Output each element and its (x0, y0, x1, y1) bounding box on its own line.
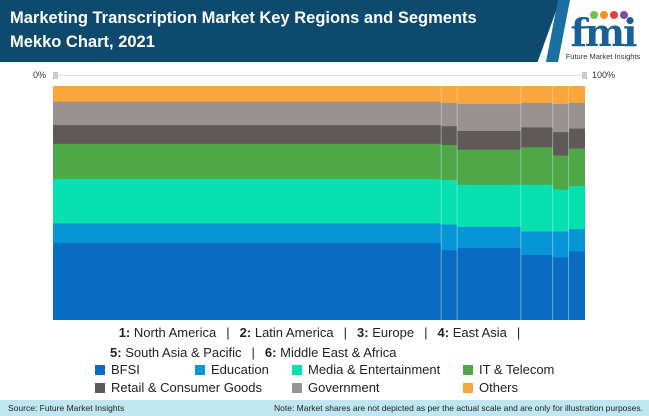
mekko-segment (553, 231, 570, 258)
region-key-3: 3: Europe (357, 325, 415, 340)
mekko-segment (553, 86, 570, 105)
mekko-segment (569, 228, 585, 252)
mekko-segment (569, 128, 585, 149)
mekko-segment (53, 222, 442, 244)
mekko-segment (521, 231, 554, 255)
mekko-segment (569, 185, 585, 230)
chart-title: Marketing Transcription Market Key Regio… (10, 9, 477, 51)
logo-mark: fmi (570, 10, 638, 55)
mekko-segment (553, 256, 570, 320)
mekko-segment (457, 130, 522, 150)
mekko-segment (569, 250, 585, 320)
axis-tick-min (53, 72, 58, 79)
mekko-segment (553, 103, 570, 133)
mekko-segment (553, 188, 570, 232)
mekko-segment (521, 146, 554, 185)
mekko-segment (53, 101, 442, 126)
mekko-segment (521, 86, 554, 103)
mekko-segment (457, 184, 522, 227)
mekko-segment (569, 86, 585, 103)
axis-min-label: 0% (33, 70, 47, 80)
mekko-segment (441, 86, 458, 103)
x-axis: 0% 100% (0, 68, 649, 82)
region-key-1: 1: North America (118, 325, 217, 340)
mekko-segment (441, 144, 458, 181)
note-text: Note: Market shares are not depicted as … (273, 403, 643, 413)
mekko-segment (53, 124, 442, 144)
mekko-segment (53, 242, 442, 320)
axis-tick-max (582, 72, 587, 79)
axis-max-label: 100% (592, 70, 616, 80)
mekko-segment (53, 143, 442, 179)
legend-item-it-telecom: IT & Telecom (463, 362, 554, 377)
legend-item-media: Media & Entertainment (292, 362, 440, 377)
logo-subtitle: Future Market Insights (565, 52, 641, 61)
footer: Source: Future Market Insights Note: Mar… (0, 400, 649, 416)
mekko-segment (521, 126, 554, 148)
fmi-logo: fmi Future Market Insights (560, 4, 646, 61)
mekko-segment (569, 148, 585, 186)
mekko-segment (441, 179, 458, 225)
region-key-5: 5: South Asia & Pacific (110, 345, 242, 360)
mekko-segment (457, 149, 522, 185)
legend-item-others: Others (463, 380, 518, 395)
region-key: 1: North America | 2: Latin America | 3: Eur… (110, 325, 521, 360)
mekko-segment (521, 102, 554, 128)
mekko-segment (457, 86, 522, 105)
legend-item-bfsi: BFSI (95, 362, 140, 377)
mekko-segment (553, 131, 570, 156)
axis-line (53, 75, 585, 76)
header-banner (0, 0, 560, 62)
mekko-segment (441, 224, 458, 251)
source-text: Source: Future Market Insights (8, 403, 125, 413)
legend-item-retail: Retail & Consumer Goods (95, 380, 262, 395)
region-key-2: 2: Latin America (239, 325, 334, 340)
mekko-segment (441, 125, 458, 145)
mekko-segment (53, 86, 442, 102)
logo-dots (590, 6, 630, 24)
mekko-segment (569, 102, 585, 129)
header: Marketing Transcription Market Key Regio… (0, 0, 649, 62)
mekko-segment (457, 103, 522, 131)
mekko-chart (53, 86, 585, 320)
mekko-segment (521, 254, 554, 320)
region-key-4: 4: East Asia (437, 325, 507, 340)
legend-item-government: Government (292, 380, 380, 395)
mekko-segment (457, 247, 522, 320)
legend-item-education: Education (195, 362, 269, 377)
mekko-segment (441, 249, 458, 320)
region-key-6: 6: Middle East & Africa (264, 345, 397, 360)
mekko-segment (553, 155, 570, 190)
mekko-segment (457, 226, 522, 248)
mekko-segment (53, 178, 442, 224)
mekko-segment (441, 102, 458, 127)
mekko-segment (521, 184, 554, 232)
